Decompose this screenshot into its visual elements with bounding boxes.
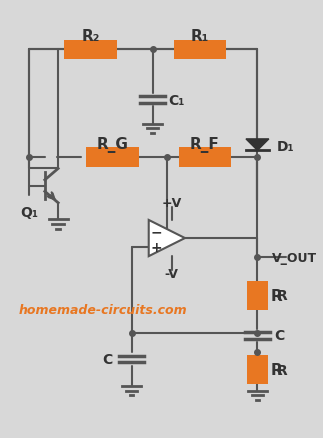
Text: R: R [276, 363, 287, 377]
FancyBboxPatch shape [64, 41, 117, 60]
FancyBboxPatch shape [247, 356, 268, 384]
Text: R₁: R₁ [191, 29, 209, 44]
Text: V_OUT: V_OUT [272, 251, 317, 264]
Polygon shape [246, 140, 269, 151]
Text: R_F: R_F [190, 136, 220, 152]
FancyBboxPatch shape [86, 148, 139, 167]
Text: R: R [271, 288, 282, 303]
Polygon shape [149, 220, 185, 257]
Text: D₁: D₁ [276, 139, 294, 153]
Text: R: R [271, 362, 282, 377]
Text: homemade-circuits.com: homemade-circuits.com [19, 304, 188, 316]
Text: R₂: R₂ [81, 29, 100, 44]
Text: +: + [151, 240, 162, 254]
Text: -V: -V [165, 267, 179, 280]
Text: +V: +V [162, 197, 182, 210]
Text: R: R [276, 289, 287, 303]
FancyBboxPatch shape [179, 148, 231, 167]
FancyBboxPatch shape [247, 281, 268, 310]
Text: C: C [275, 328, 285, 343]
Text: −: − [151, 224, 162, 238]
Text: R_G: R_G [97, 136, 129, 152]
FancyBboxPatch shape [174, 41, 226, 60]
Text: C: C [102, 352, 112, 366]
Text: C₁: C₁ [169, 94, 185, 108]
Text: Q₁: Q₁ [21, 206, 38, 220]
